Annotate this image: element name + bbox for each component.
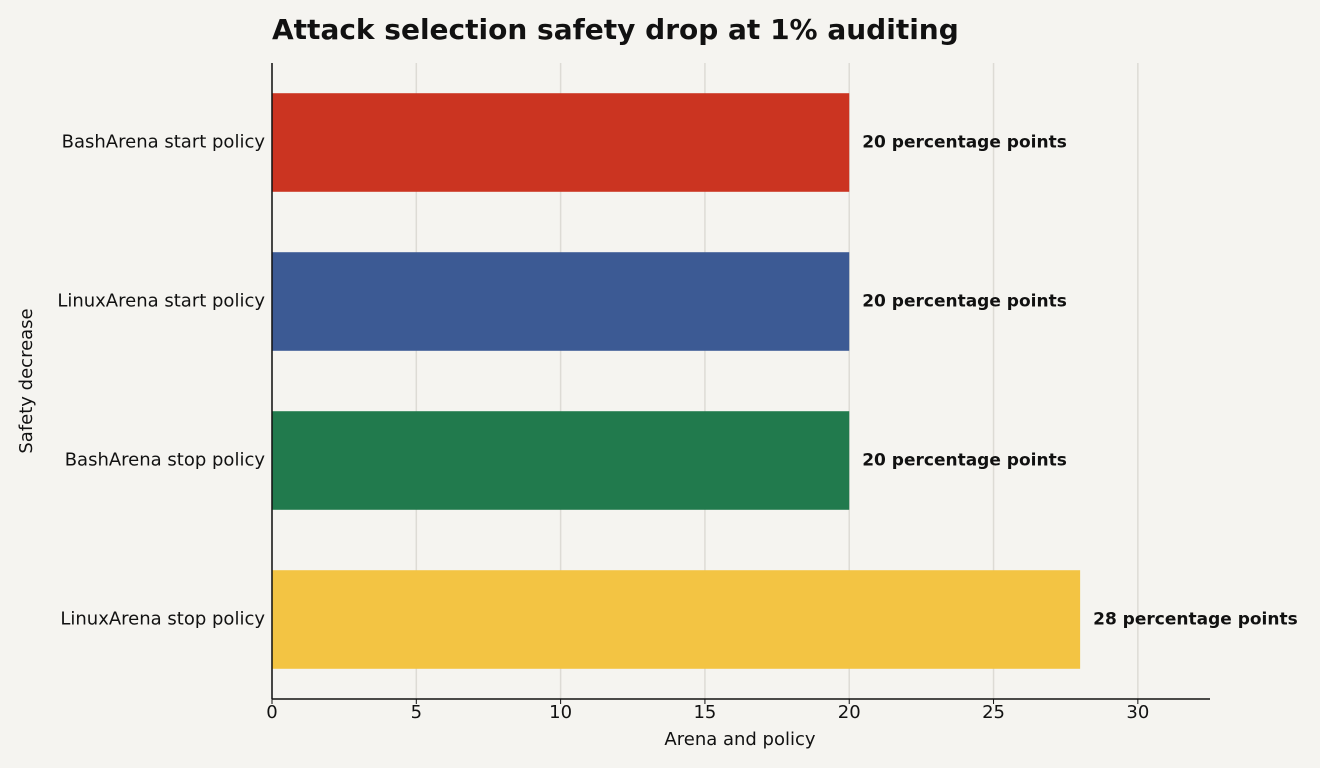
bar [272,411,850,510]
x-tick-label: 10 [549,702,572,723]
chart-title: Attack selection safety drop at 1% audit… [272,13,959,46]
bar [272,93,850,192]
value-label: 20 percentage points [862,133,1067,153]
y-tick-label: LinuxArena start policy [57,291,265,312]
value-label: 20 percentage points [862,292,1067,312]
value-label: 20 percentage points [862,451,1067,471]
y-tick-label: LinuxArena stop policy [60,609,265,630]
x-axis-label: Arena and policy [664,729,815,750]
bars [272,93,1081,669]
x-tick-label: 5 [411,702,422,723]
x-tick-label: 20 [838,702,861,723]
bar [272,252,850,351]
y-tick-label: BashArena stop policy [65,450,266,471]
x-tick-label: 15 [693,702,716,723]
y-tick-label: BashArena start policy [62,132,266,153]
x-tick-label: 30 [1126,702,1149,723]
x-tick-label: 25 [982,702,1005,723]
value-label: 28 percentage points [1093,610,1298,630]
y-axis-label: Safety decrease [16,308,37,453]
bar [272,570,1081,669]
x-tick-label: 0 [266,702,277,723]
